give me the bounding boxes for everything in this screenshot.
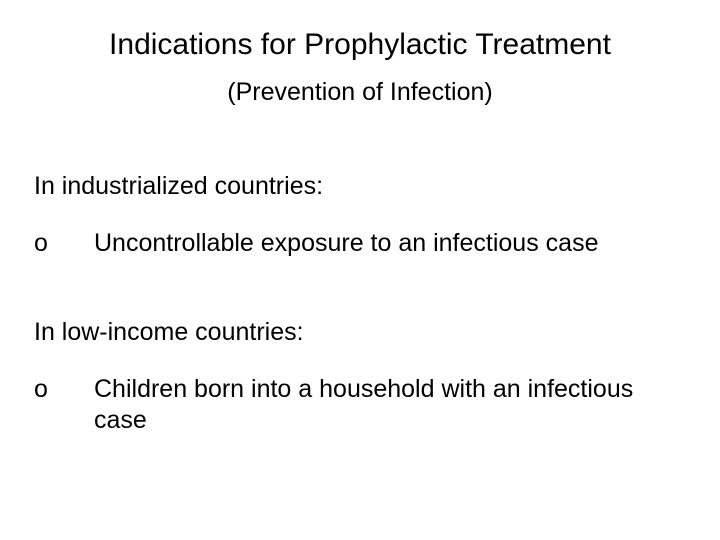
slide-title: Indications for Prophylactic Treatment [0, 28, 720, 62]
bullet-text: Uncontrollable exposure to an infectious… [90, 228, 598, 259]
list-item: o Uncontrollable exposure to an infectio… [34, 228, 680, 259]
slide: Indications for Prophylactic Treatment (… [0, 0, 720, 540]
bullet-text: Children born into a household with an i… [90, 374, 680, 437]
bullet-marker: o [34, 228, 90, 259]
section-heading: In low-income countries: [34, 318, 304, 347]
bullet-marker: o [34, 374, 90, 405]
list-item: o Children born into a household with an… [34, 374, 680, 437]
section-heading: In industrialized countries: [34, 172, 323, 201]
slide-subtitle: (Prevention of Infection) [0, 78, 720, 107]
